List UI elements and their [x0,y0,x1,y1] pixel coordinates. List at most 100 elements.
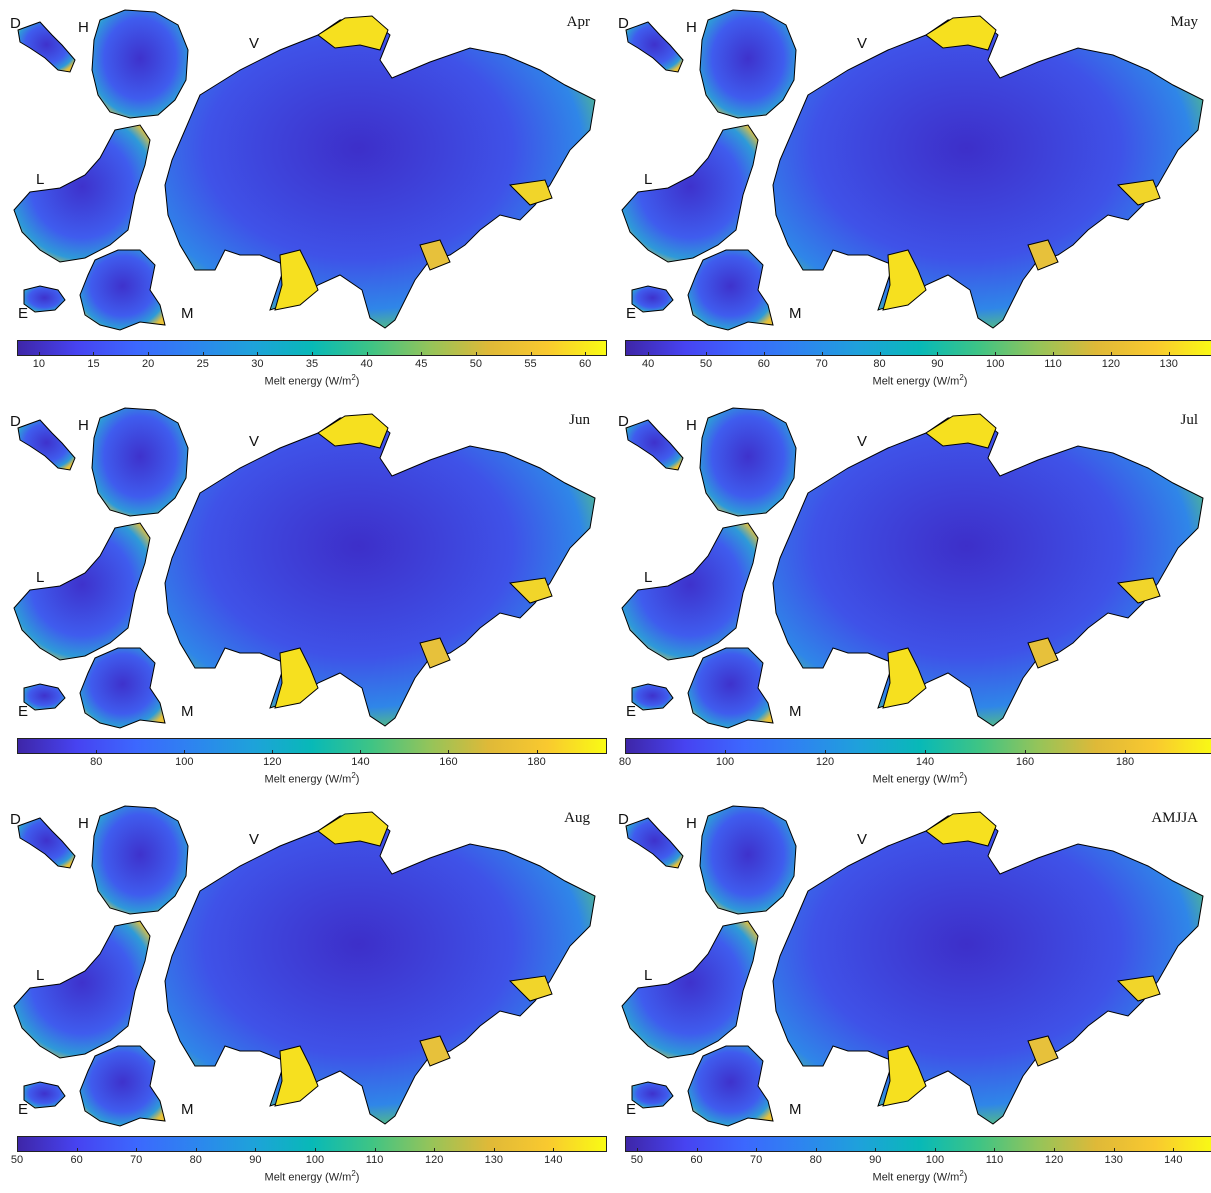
colorbar-label: Melt energy (W/m2) [872,373,968,388]
colorbar-tick-mark [995,352,997,356]
region-label-e: E [18,1101,29,1118]
region-label-m: M [181,305,194,322]
colorbar-tick-label: 70 [130,1154,143,1166]
melt-energy-map: May D H V L E M [608,0,1208,335]
region-d-shape [17,21,76,73]
colorbar-gradient [625,340,1211,356]
colorbar: 80 100 120 140 160 180 Melt energy (W/m2) [619,738,1211,788]
colorbar-tick-label: 60 [579,358,592,370]
colorbar-tick-label: 60 [690,1154,703,1166]
colorbar-tick-label: 100 [715,756,735,768]
colorbar-tick-mark [937,352,939,356]
glacier-tongue [1116,179,1161,206]
colorbar-tick-label: 50 [630,1154,644,1166]
region-d-shape [625,817,684,869]
colorbar-tick-mark [815,1148,817,1152]
colorbar-tick-mark [421,352,423,356]
glacier-tongue [419,239,451,271]
colorbar-tick-label: 25 [196,358,209,370]
colorbar-tick-mark [96,750,98,754]
colorbar-tick-label: 110 [985,1154,1004,1166]
colorbar-tick-label: 120 [1101,358,1121,370]
region-h-shape [699,805,797,915]
colorbar-tick-label: 130 [1159,358,1178,370]
month-title: Jul [1180,412,1198,428]
region-e-shape [23,683,66,711]
glacier-tongue [317,413,389,449]
colorbar-tick-mark [1168,352,1170,356]
region-label-e: E [626,1101,637,1118]
colorbar-tick-mark [530,352,532,356]
region-label-l: L [36,171,45,188]
colorbar-tick-mark [202,352,204,356]
colorbar-tick-label: 40 [360,358,373,370]
colorbar: 80 100 120 140 160 180 Melt energy (W/m2) [17,738,607,788]
colorbar-tick-mark [1053,352,1055,356]
glacier-tongue [508,179,553,206]
colorbar-tick-mark [257,352,259,356]
region-l-shape [13,124,151,263]
colorbar-tick-mark [493,1148,495,1152]
colorbar-tick-label: 120 [815,756,835,768]
map-panel-jul: Jul D H V L E M 80 100 120 140 160 180 Melt e… [608,398,1211,788]
region-d-shape [625,21,684,73]
region-label-v: V [857,35,868,52]
colorbar-tick-mark [725,750,726,754]
colorbar-tick-label: 30 [251,358,264,370]
colorbar-tick-mark [17,1148,18,1152]
colorbar-ticks: 80 100 120 140 160 180 [619,750,1211,770]
colorbar-gradient [17,738,607,754]
melt-energy-map: Aug D H V L E M [0,796,600,1131]
colorbar-tick-mark [76,1148,78,1152]
colorbar-tick-mark [272,750,274,754]
region-label-h: H [78,417,89,434]
colorbar-tick-label: 100 [986,358,1005,370]
region-label-m: M [181,1101,194,1118]
colorbar-tick-label: 50 [10,1154,24,1166]
colorbar: 10 15 20 25 30 35 40 45 50 55 60 Melt energy (W/m2… [17,340,607,390]
region-label-m: M [789,305,802,322]
region-label-v: V [857,831,868,848]
region-v-shape [772,17,1204,329]
colorbar-tick-label: 70 [815,358,828,370]
colorbar-tick-label: 140 [544,1154,563,1166]
region-e-shape [631,285,674,313]
region-label-m: M [181,703,194,720]
colorbar-tick-mark [1173,1148,1175,1152]
colorbar-tick-mark [994,1148,996,1152]
colorbar-tick-mark [38,352,40,356]
colorbar-tick-mark [312,352,313,356]
colorbar-tick-mark [925,750,926,754]
colorbar-tick-label: 15 [87,358,100,370]
region-h-shape [91,805,189,915]
region-label-h: H [686,417,697,434]
colorbar-gradient [625,738,1211,754]
melt-energy-map: Jun D H V L E M [0,398,600,733]
region-label-d: D [618,413,629,430]
glacier-tongue [317,15,389,51]
colorbar-tick-mark [875,1148,877,1152]
colorbar-tick-mark [625,750,626,754]
region-label-l: L [644,171,653,188]
region-h-shape [91,9,189,119]
colorbar-tick-label: 120 [424,1154,444,1166]
colorbar-tick-mark [825,750,826,754]
colorbar-tick-mark [148,352,150,356]
colorbar-tick-mark [648,352,650,356]
colorbar-tick-mark [585,352,587,356]
colorbar-tick-label: 120 [263,756,282,768]
colorbar-tick-label: 70 [749,1154,763,1166]
colorbar-tick-label: 50 [469,358,482,370]
region-m-shape [687,249,774,331]
region-label-h: H [78,19,89,36]
colorbar-tick-label: 110 [365,1154,384,1166]
colorbar-tick-mark [636,1148,638,1152]
region-label-e: E [18,703,29,720]
colorbar-tick-label: 160 [439,756,458,768]
glacier-tongue [419,1035,451,1067]
region-label-l: L [644,967,653,984]
region-v-shape [772,813,1204,1125]
colorbar-tick-mark [434,1148,436,1152]
map-panel-aug: Aug D H V L E M 50 60 70 80 90 100 110 120 130 14… [0,796,607,1186]
region-label-d: D [618,811,629,828]
